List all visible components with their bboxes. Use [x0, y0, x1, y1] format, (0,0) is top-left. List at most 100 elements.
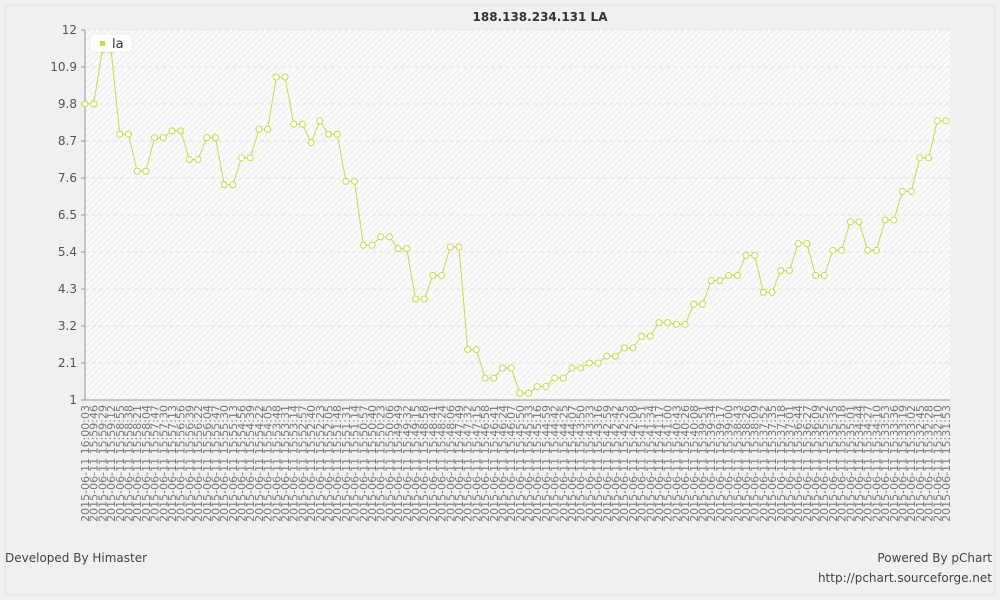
x-tick-label: 2015-06-11 15:46:58: [479, 405, 492, 522]
point: [742, 251, 750, 259]
x-tick-label: 2015-06-11 15:42:59: [601, 405, 614, 522]
plot-area: [85, 30, 950, 400]
point: [481, 374, 489, 382]
x-tick-label: 2015-06-11 15:36:44: [792, 405, 805, 522]
point: [264, 125, 272, 133]
x-tick-label: 2015-06-11 15:38:26: [740, 405, 753, 522]
point: [777, 267, 785, 274]
x-tick-label: 2015-06-11 15:35:35: [827, 405, 840, 522]
x-tick-label: 2015-06-11 15:39:17: [714, 405, 727, 522]
x-tick-label: 2015-06-11 15:37:35: [766, 405, 779, 522]
x-tick-label: 2015-06-11 15:59:46: [88, 405, 101, 522]
x-tick-label: 2015-06-11 15:34:27: [862, 405, 875, 522]
y-tick-label: 8.7: [58, 134, 77, 148]
legend-box: [89, 33, 133, 53]
y-tick-label: 2.1: [58, 356, 77, 370]
x-tick-label: 2015-06-11 15:48:58: [418, 405, 431, 522]
x-tick-label: 2015-06-11 15:58:38: [122, 405, 135, 522]
point: [872, 246, 880, 254]
point: [707, 277, 715, 285]
x-tick-label: 2015-06-11 15:47:49: [453, 405, 466, 522]
x-tick-label: 2015-06-11 15:56:04: [201, 405, 214, 522]
x-tick-label: 2015-06-11 15:57:13: [166, 405, 179, 522]
x-tick-label: 2015-06-11 15:51:31: [340, 405, 353, 522]
x-tick-label: 2015-06-11 15:49:32: [401, 405, 414, 522]
y-tick-label: 4.3: [58, 282, 77, 296]
x-tick-label: 2015-06-11 15:54:39: [244, 405, 257, 522]
x-tick-label: 2015-06-11 15:49:15: [409, 405, 422, 522]
x-tick-label: 2015-06-11 15:40:43: [670, 405, 683, 522]
x-tick-label: 2015-06-11 15:49:49: [392, 405, 405, 522]
point: [429, 272, 437, 280]
point: [881, 216, 889, 224]
x-tick-label: 2015-06-11 15:44:25: [557, 405, 570, 522]
point: [116, 130, 124, 138]
footer-right: Powered By pChart: [877, 551, 992, 565]
x-tick-label: 2015-06-11 15:34:10: [870, 405, 883, 522]
point: [272, 73, 280, 81]
point: [516, 389, 524, 397]
point: [81, 100, 89, 108]
x-tick-label: 2015-06-11 15:48:06: [444, 405, 457, 522]
x-tick-label: 2015-06-11 15:56:39: [183, 405, 196, 522]
x-tick-label: 2015-06-11 15:40:26: [679, 405, 692, 522]
point: [394, 245, 402, 253]
x-tick-label: 2015-06-11 15:50:40: [366, 405, 379, 522]
point: [151, 134, 159, 142]
x-tick-label: 2015-06-11 15:44:07: [566, 405, 579, 522]
point: [655, 319, 663, 327]
x-tick-label: 2015-06-11 15:53:48: [270, 405, 283, 522]
x-tick-label: 2015-06-11 15:50:57: [357, 405, 370, 522]
point: [751, 251, 759, 259]
point: [124, 130, 132, 138]
x-tick-label: 2015-06-11 15:37:52: [757, 405, 770, 522]
line: [85, 49, 946, 394]
x-tick-label: 2015-06-11 15:37:18: [775, 405, 788, 522]
x-tick-label: 2015-06-11 15:57:47: [149, 405, 162, 522]
x-tick-label: 2015-06-11 15:46:24: [496, 405, 509, 522]
x-tick-label: 2015-06-11 15:38:43: [731, 405, 744, 522]
x-tick-label: 2015-06-11 15:41:00: [662, 405, 675, 522]
x-tick-label: 2015-06-11 15:44:59: [540, 405, 553, 522]
x-tick-label: 2015-06-11 15:38:09: [749, 405, 762, 522]
point: [194, 156, 202, 163]
point: [255, 125, 263, 133]
point: [681, 320, 689, 328]
point: [507, 364, 515, 372]
point: [438, 272, 446, 280]
point: [464, 346, 472, 354]
point: [133, 167, 141, 175]
x-tick-label: 2015-06-11 15:42:42: [610, 405, 623, 522]
point: [594, 359, 602, 367]
x-tick-label: 2015-06-11 15:32:28: [923, 405, 936, 522]
point: [159, 134, 167, 142]
point: [385, 233, 393, 241]
x-tick-label: 2015-06-11 15:52:57: [296, 405, 309, 522]
point: [403, 245, 411, 253]
x-tick-label: 2015-06-11 15:55:30: [218, 405, 231, 522]
point: [916, 154, 924, 162]
point: [325, 130, 333, 138]
x-tick-label: 2015-06-11 15:58:55: [114, 405, 127, 522]
x-tick-label: 2015-06-11 15:54:22: [253, 405, 266, 522]
point: [333, 130, 341, 138]
point: [759, 288, 767, 296]
x-tick-label: 2015-06-11 15:39:51: [696, 405, 709, 522]
point: [785, 267, 793, 274]
x-tick-label: 2015-06-11 15:50:23: [375, 405, 388, 522]
point: [603, 352, 611, 360]
point: [820, 272, 828, 280]
point: [377, 233, 385, 241]
y-tick-label: 6.5: [58, 208, 77, 222]
x-tick-label: 2015-06-11 15:53:14: [288, 405, 301, 522]
x-tick-label: 2015-06-11 16:00:03: [79, 405, 92, 522]
x-tick-label: 2015-06-11 15:48:24: [436, 405, 449, 522]
y-tick-label: 5.4: [58, 245, 77, 259]
x-tick-label: 2015-06-11 15:34:44: [853, 405, 866, 522]
footer-url: http://pchart.sourceforge.net: [818, 571, 992, 585]
point: [185, 156, 193, 163]
legend-label: la: [112, 37, 124, 52]
point: [768, 288, 776, 296]
x-tick-label: 2015-06-11 15:35:01: [844, 405, 857, 522]
